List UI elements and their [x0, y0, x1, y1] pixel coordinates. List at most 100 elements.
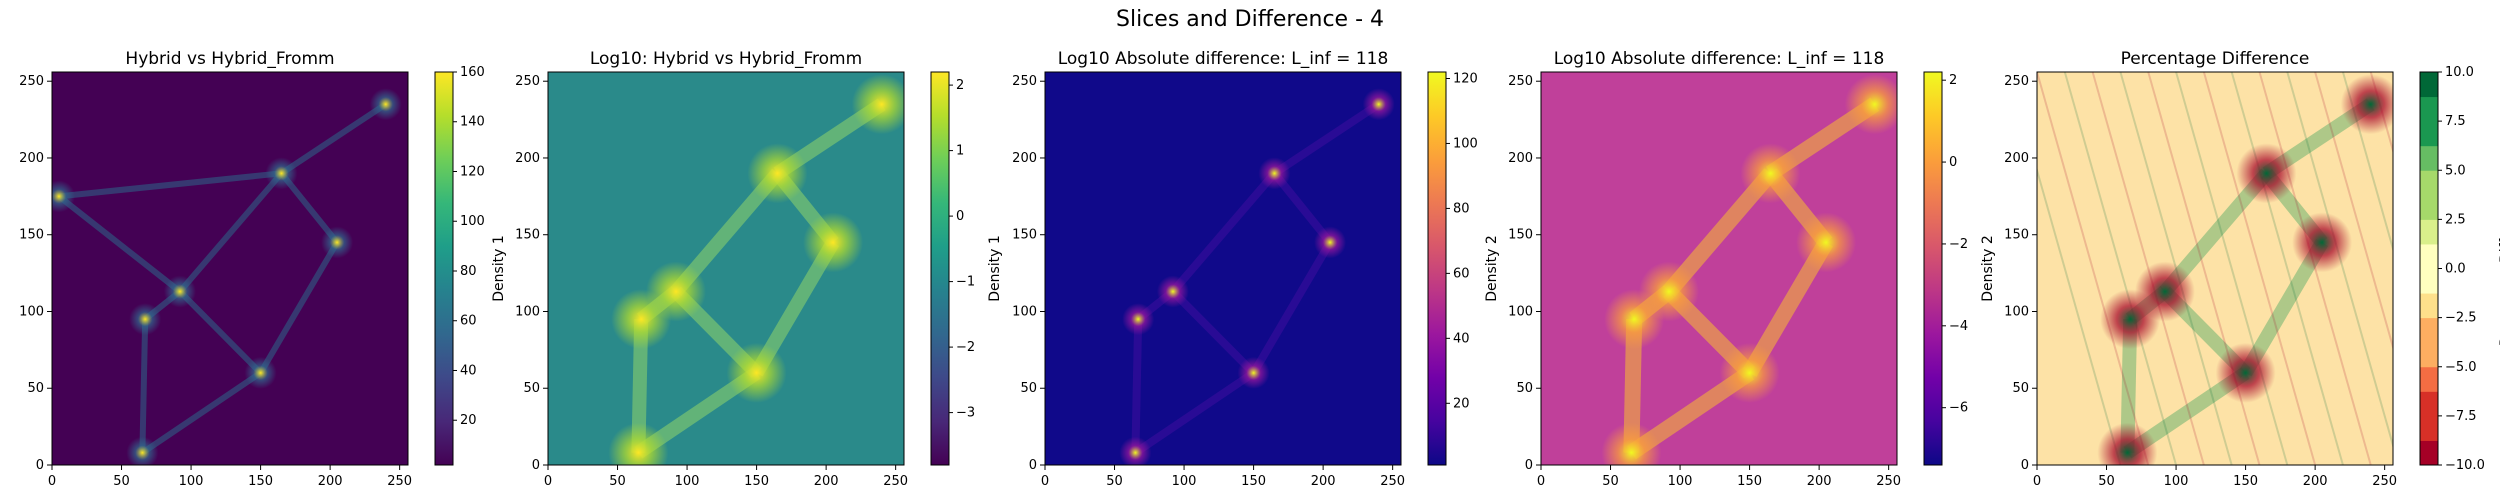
- plot-frame: [51, 71, 409, 466]
- clump: [265, 157, 298, 190]
- colorbar-tick-label: −1: [956, 275, 975, 290]
- colorbar-tick-label: 20: [1453, 396, 1470, 411]
- panel-1: Hybrid vs Hybrid_Fromm 0 50 100 150 200 250 0 50…: [19, 49, 507, 489]
- y-tick-label: 50: [2012, 381, 2029, 396]
- colorbar-step: [2420, 342, 2438, 368]
- colorbar-tick-label: −7.5: [2445, 409, 2477, 424]
- colorbar-tick-label: 10.0: [2445, 65, 2474, 80]
- clump: [1740, 143, 1801, 204]
- x-tick-label: 150: [2233, 474, 2258, 489]
- colorbar-tick-label: 1: [956, 144, 964, 159]
- stripe: [2341, 72, 2393, 253]
- stripe: [2369, 72, 2393, 155]
- x-tick-label: 50: [609, 474, 626, 489]
- colorbar-frame: [1923, 71, 1943, 466]
- stripe: [2063, 72, 2178, 465]
- colorbar-step: [2420, 293, 2438, 319]
- colorbar-fill: [931, 72, 949, 465]
- clump: [611, 289, 672, 350]
- colorbar-step: [2420, 219, 2438, 245]
- y-tick-label: 100: [515, 304, 540, 319]
- y-tick-label: 250: [2004, 74, 2029, 89]
- x-tick-label: 200: [2303, 474, 2328, 489]
- colorbar: 20 40 60 80 100 120 Density 2: [1427, 71, 1500, 466]
- colorbar-step: [2420, 145, 2438, 171]
- x-tick-label: 0: [48, 474, 56, 489]
- colorbar-tick-label: 0.0: [2445, 262, 2466, 277]
- stripe: [2037, 72, 2150, 465]
- colorbar-tick-label: 2.5: [2445, 212, 2466, 227]
- stripe: [2037, 166, 2122, 465]
- x-tick-label: 250: [387, 474, 412, 489]
- colorbar-step: [2420, 194, 2438, 220]
- colorbar-tick-label: −10.0: [2445, 458, 2485, 473]
- x-tick-label: 200: [318, 474, 343, 489]
- colorbar-step: [2420, 121, 2438, 147]
- filament: [177, 289, 263, 376]
- colorbar-tick-label: 120: [460, 164, 485, 179]
- y-tick-label: 250: [19, 74, 44, 89]
- colorbar-tick-label: −6: [1949, 401, 1968, 416]
- x-tick-label: 100: [179, 474, 204, 489]
- y-tick-label: 50: [27, 381, 44, 396]
- x-tick-label: 200: [1311, 474, 1336, 489]
- colorbar-tick-label: 100: [1453, 136, 1478, 151]
- colorbar: −6 −4 −2 0 2 Density 2: [1923, 71, 1996, 466]
- colorbar-tick-label: 20: [460, 413, 477, 428]
- clump: [244, 356, 277, 389]
- x-tick-label: 50: [1602, 474, 1619, 489]
- x-tick-label: 50: [1106, 474, 1123, 489]
- colorbar-frame: [434, 71, 454, 466]
- y-tick-label: 250: [1508, 74, 1533, 89]
- filament: [139, 319, 149, 453]
- colorbar-label: Density 1: [491, 235, 507, 302]
- y-tick-label: 150: [1012, 228, 1037, 243]
- x-tick-label: 150: [1737, 474, 1762, 489]
- clump: [2100, 289, 2161, 350]
- colorbar-tick-label: −2.5: [2445, 311, 2477, 326]
- x-tick-label: 250: [883, 474, 908, 489]
- panel-title: Percentage Difference: [2121, 49, 2310, 69]
- colorbar-frame: [1427, 71, 1447, 466]
- panel-5: Percentage Difference 0 50 100 150 200 250 0 50 1…: [2004, 49, 2500, 489]
- plot-frame: [1044, 71, 1402, 466]
- y-tick-label: 0: [36, 458, 44, 473]
- y-tick-label: 100: [2004, 304, 2029, 319]
- clump: [1362, 88, 1395, 121]
- colorbar-step: [2420, 170, 2438, 196]
- clump: [747, 143, 808, 204]
- colorbar-tick-label: 40: [460, 363, 477, 378]
- y-tick-label: 200: [1012, 151, 1037, 166]
- y-tick-label: 100: [19, 304, 44, 319]
- filament: [177, 171, 284, 294]
- x-tick-label: 0: [1537, 474, 1545, 489]
- clump: [1719, 342, 1780, 403]
- heatmap-image: [2037, 72, 2393, 465]
- colorbar-tick-label: 2: [956, 78, 964, 93]
- panel-4: Log10 Absolute difference: L_inf = 118 0 5…: [1508, 49, 1996, 489]
- clump: [1844, 74, 1897, 135]
- colorbar: −3 −2 −1 0 1 2 Density 1: [930, 71, 1003, 466]
- heatmap-image: [1541, 72, 1897, 465]
- panel-title: Hybrid vs Hybrid_Fromm: [125, 49, 334, 69]
- colorbar-fill: [435, 72, 453, 465]
- x-tick-label: 0: [544, 474, 552, 489]
- clump: [126, 436, 159, 465]
- stripe: [2230, 72, 2344, 465]
- colorbar-label: Percentage Difference: [2498, 191, 2500, 346]
- clump: [851, 74, 904, 135]
- colorbar-step: [2420, 415, 2438, 441]
- filament: [1131, 319, 1143, 453]
- colorbar-step: [2420, 96, 2438, 122]
- clump: [321, 226, 354, 259]
- filament: [140, 370, 263, 456]
- colorbar-tick-label: 2: [1949, 73, 1957, 88]
- panel-title: Log10: Hybrid vs Hybrid_Fromm: [590, 49, 862, 69]
- y-tick-label: 150: [1508, 228, 1533, 243]
- colorbar-frame: [930, 71, 950, 466]
- colorbar-tick-label: 60: [1453, 266, 1470, 281]
- colorbar-tick-label: 40: [1453, 331, 1470, 346]
- y-tick-label: 0: [1029, 458, 1037, 473]
